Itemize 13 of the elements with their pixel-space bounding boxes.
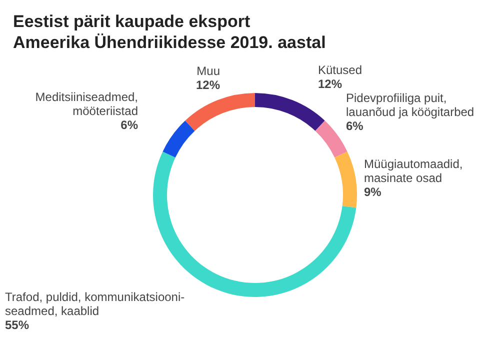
data-label: 9%: [364, 185, 382, 199]
slice-label: Pidevprofiiliga puit, lauanõud ja köögitarbed: [346, 91, 474, 119]
slice-label: Müügiautomaadid, masinate osad: [364, 157, 463, 185]
data-label: 12%: [318, 77, 342, 91]
data-label: 12%: [196, 78, 220, 92]
data-label: 55%: [5, 318, 30, 332]
chart-title: Eestist pärit kaupade eksport Ameerika Ühendriikidesse 2019. aastal: [13, 12, 326, 52]
data-label: 6%: [346, 119, 364, 133]
slice-label: Meditsiiniseadmed, mööteriistad: [35, 90, 138, 118]
slice-label: Muu: [196, 64, 220, 78]
slice-label: Trafod, puldid, kommunikatsiooni-seadmed, kaablid: [5, 290, 185, 318]
data-label: 6%: [120, 118, 138, 132]
slice-label: Kütused: [318, 63, 362, 77]
